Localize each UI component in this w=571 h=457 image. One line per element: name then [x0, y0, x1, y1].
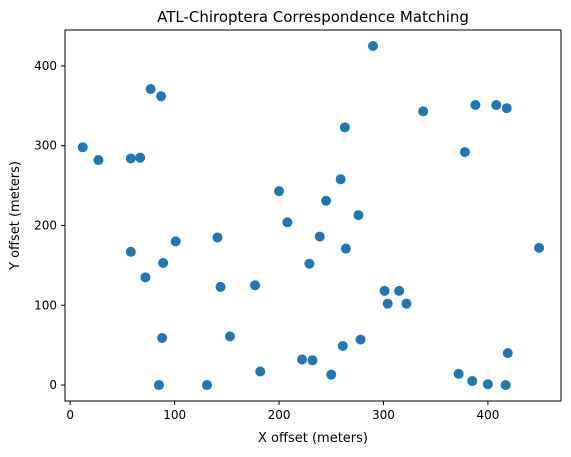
scatter-point [418, 106, 428, 116]
scatter-point [157, 333, 167, 343]
scatter-point [341, 244, 351, 254]
scatter-point [336, 174, 346, 184]
x-tick-label: 300 [372, 408, 395, 422]
scatter-point [255, 366, 265, 376]
scatter-point [274, 186, 284, 196]
x-axis-label: X offset (meters) [258, 431, 368, 446]
x-axis-ticks: 0 100 200 300 400 [66, 401, 499, 422]
scatter-point [78, 142, 88, 152]
scatter-point [225, 331, 235, 341]
scatter-point [467, 376, 477, 386]
scatter-point [483, 379, 493, 389]
scatter-point [340, 122, 350, 132]
scatter-point [383, 299, 393, 309]
scatter-point [470, 100, 480, 110]
y-tick-label: 200 [34, 218, 57, 232]
y-tick-label: 0 [49, 378, 57, 392]
y-axis-label: Y offset (meters) [8, 161, 23, 271]
x-tick-label: 100 [163, 408, 186, 422]
scatter-point [502, 103, 512, 113]
scatter-point [135, 153, 145, 163]
scatter-point [158, 258, 168, 268]
scatter-point [297, 355, 307, 365]
y-tick-label: 300 [34, 139, 57, 153]
scatter-point [394, 286, 404, 296]
scatter-point [368, 41, 378, 51]
plot-area-frame [65, 30, 561, 401]
scatter-point [353, 210, 363, 220]
scatter-point [282, 217, 292, 227]
scatter-point [171, 236, 181, 246]
data-points [78, 41, 544, 390]
y-tick-label: 400 [34, 59, 57, 73]
x-tick-label: 400 [476, 408, 499, 422]
y-axis-ticks: 0 100 200 300 400 [34, 59, 65, 392]
scatter-point [338, 341, 348, 351]
scatter-point [503, 348, 513, 358]
scatter-point [307, 355, 317, 365]
scatter-point [126, 247, 136, 257]
scatter-point [401, 299, 411, 309]
scatter-point [304, 259, 314, 269]
scatter-point [326, 370, 336, 380]
scatter-point [315, 232, 325, 242]
scatter-point [216, 282, 226, 292]
scatter-point [380, 286, 390, 296]
scatter-point [140, 272, 150, 282]
scatter-point [454, 369, 464, 379]
scatter-point [501, 380, 511, 390]
chart-title: ATL-Chiroptera Correspondence Matching [157, 8, 469, 26]
scatter-point [202, 380, 212, 390]
scatter-point [321, 196, 331, 206]
x-tick-label: 200 [268, 408, 291, 422]
scatter-point [154, 380, 164, 390]
scatter-point [156, 91, 166, 101]
y-tick-label: 100 [34, 298, 57, 312]
scatter-point [491, 100, 501, 110]
x-tick-label: 0 [66, 408, 74, 422]
scatter-point [356, 335, 366, 345]
scatter-point [250, 280, 260, 290]
scatter-point [146, 84, 156, 94]
scatter-point [460, 147, 470, 157]
scatter-point [126, 153, 136, 163]
scatter-point [534, 243, 544, 253]
scatter-point [212, 232, 222, 242]
scatter-point [93, 155, 103, 165]
